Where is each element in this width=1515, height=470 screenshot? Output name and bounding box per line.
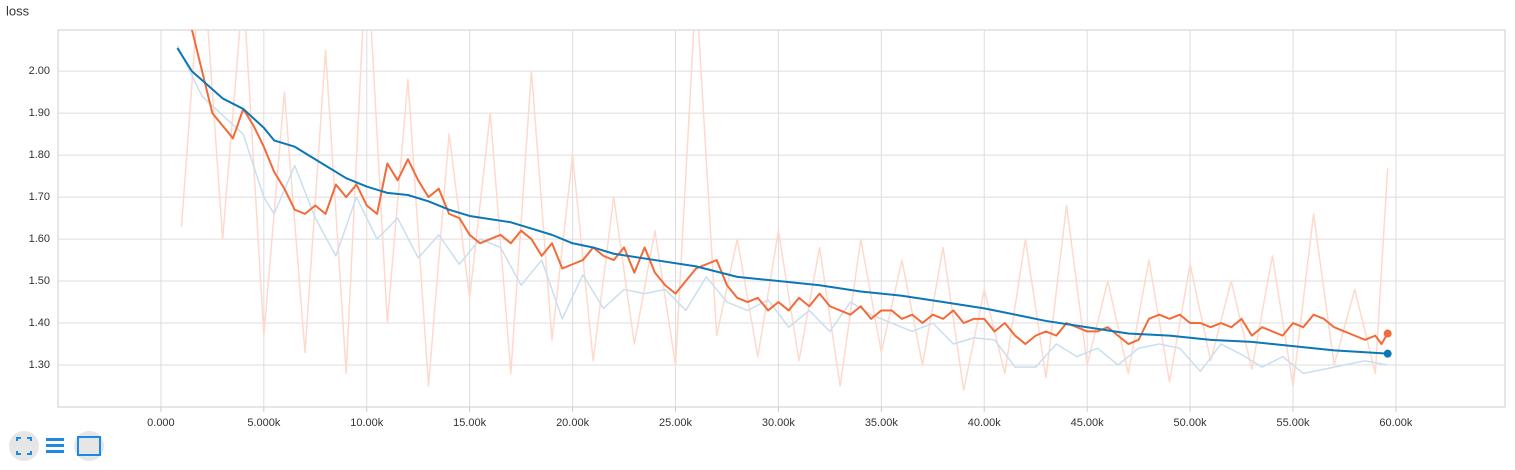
fit-button[interactable] — [9, 431, 39, 461]
y-tick-label: 1.40 — [29, 317, 50, 329]
end-dot — [1383, 329, 1392, 338]
y-tick-label: 1.60 — [29, 233, 50, 245]
zoom-button[interactable] — [74, 431, 104, 461]
y-tick-label: 1.90 — [29, 107, 50, 119]
plot-frame — [57, 29, 1506, 408]
grid — [58, 30, 1505, 407]
fit-icon — [16, 437, 32, 455]
x-tick-label: 45.00k — [1071, 417, 1105, 429]
x-tick-label: 25.00k — [659, 417, 693, 429]
x-tick-label: 20.00k — [556, 417, 590, 429]
toolbar — [9, 431, 104, 461]
log-button[interactable] — [46, 438, 64, 453]
x-tick-label: 30.00k — [762, 417, 796, 429]
x-tick-label: 0.000 — [147, 417, 175, 429]
series-line — [176, 47, 1388, 355]
y-tick-label: 1.30 — [29, 359, 50, 371]
series-line — [176, 45, 1388, 375]
x-tick-label: 40.00k — [968, 417, 1002, 429]
x-tick-label: 35.00k — [865, 417, 899, 429]
zoom-icon — [77, 436, 101, 456]
series-line — [190, 30, 1389, 346]
series-line — [180, 30, 1389, 391]
x-tick-label: 55.00k — [1276, 417, 1310, 429]
x-tick-label: 15.00k — [453, 417, 487, 429]
y-tick-label: 1.80 — [29, 149, 50, 161]
y-tick-label: 1.50 — [29, 275, 50, 287]
end-dot — [1383, 349, 1392, 358]
y-tick-label: 2.00 — [29, 65, 50, 77]
chart-title: loss — [6, 3, 30, 18]
x-tick-label: 10.00k — [350, 417, 384, 429]
y-tick-label: 1.70 — [29, 191, 50, 203]
x-tick-label: 60.00k — [1379, 417, 1413, 429]
series — [176, 30, 1389, 391]
x-tick-label: 5.000k — [247, 417, 281, 429]
x-tick-label: 50.00k — [1174, 417, 1208, 429]
